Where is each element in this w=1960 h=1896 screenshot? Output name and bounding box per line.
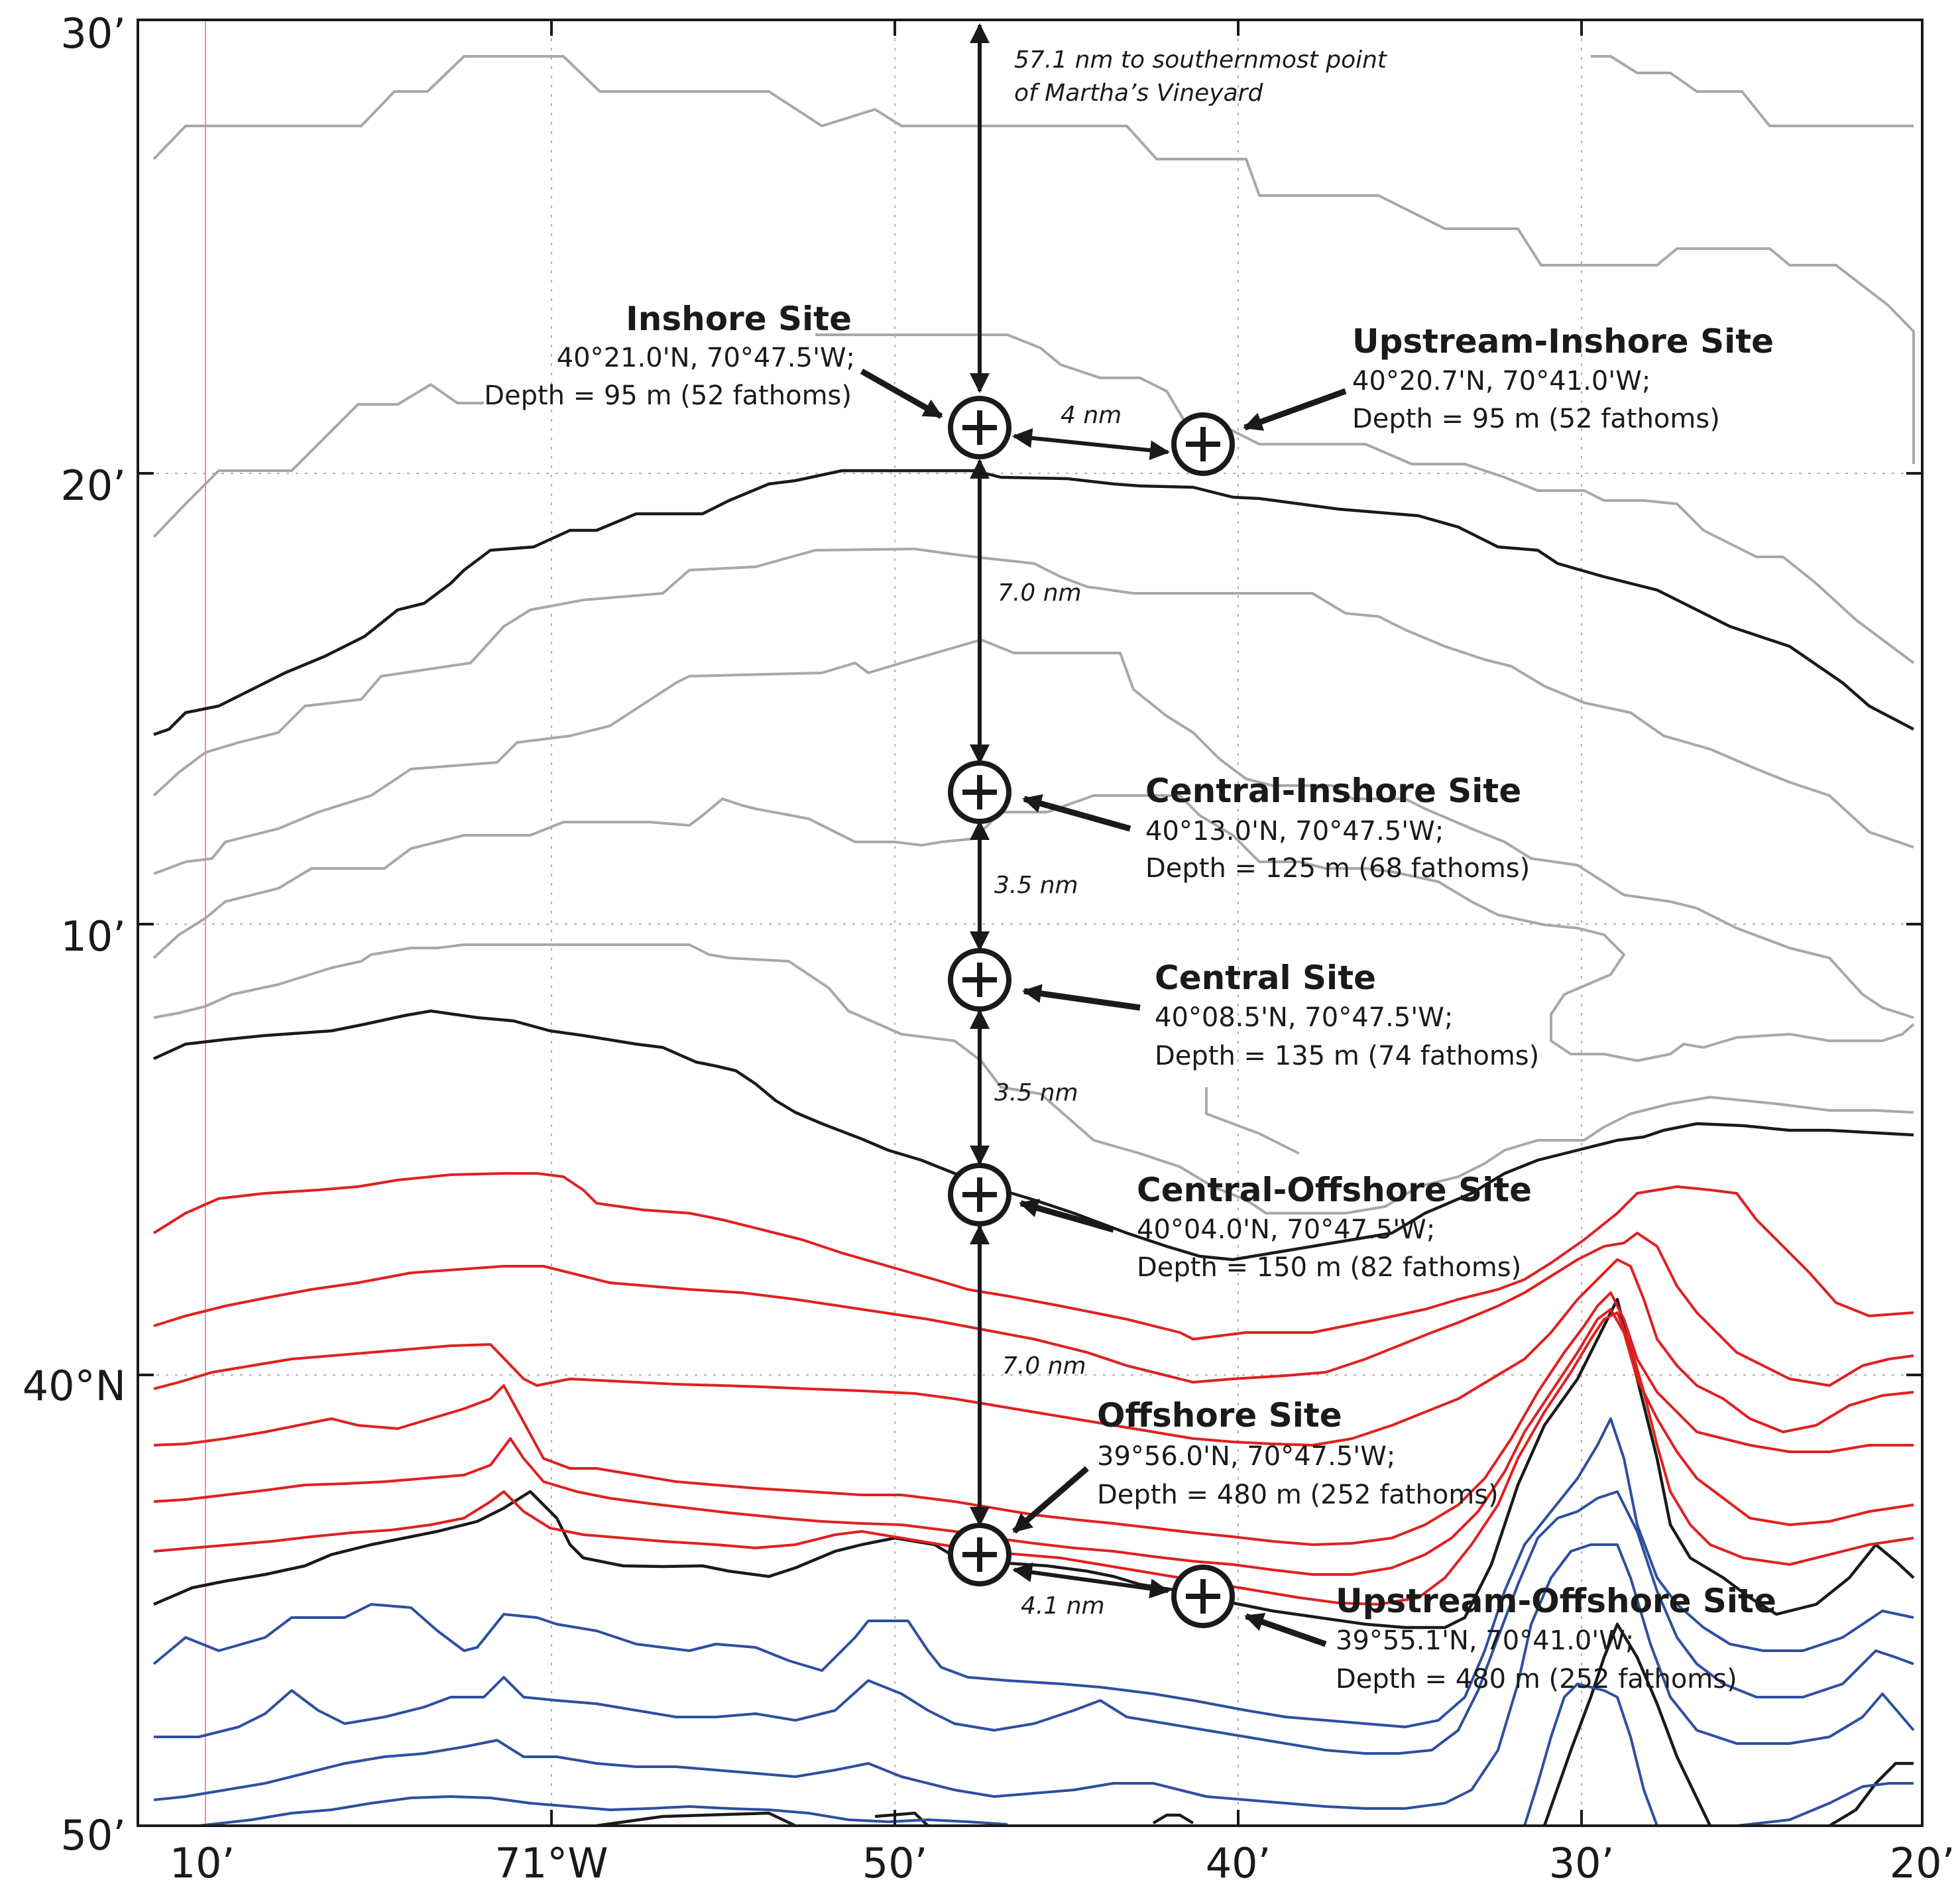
site-coords: 40°04.0'N, 70°47.5'W; <box>1137 1215 1435 1245</box>
site-name: Central-Offshore Site <box>1137 1171 1532 1209</box>
central-inshore-site-label: Central-Inshore Site 40°13.0'N, 70°47.5'… <box>1145 772 1530 884</box>
x-tick-label: 71°W <box>494 1839 608 1887</box>
distance-label-central-inshore-central: 3.5 nm <box>994 872 1078 899</box>
inshore-site-label: Inshore Site 40°21.0'N, 70°47.5'W; Depth… <box>484 300 855 411</box>
distance-arrows <box>970 23 1170 1599</box>
inshore-site-marker <box>948 396 1011 459</box>
upstream-offshore-site-marker <box>1171 1565 1235 1628</box>
offshore-site-label: Offshore Site 39°56.0'N, 70°47.5'W; Dept… <box>1097 1396 1499 1510</box>
arrow-inshore-pair <box>1012 428 1170 461</box>
site-coords: 40°21.0'N, 70°47.5'W; <box>557 343 855 373</box>
pointer-central-offshore <box>1019 1199 1115 1233</box>
pointer-upstream-inshore <box>1243 388 1347 431</box>
site-depth: Depth = 135 m (74 fathoms) <box>1155 1041 1539 1071</box>
distance-label-central-offshore-offshore: 7.0 nm <box>1002 1352 1086 1380</box>
site-name: Upstream-Inshore Site <box>1352 322 1774 361</box>
site-coords: 39°55.1'N, 70°41.0'W; <box>1336 1626 1634 1656</box>
frame-ticks <box>138 20 1922 1826</box>
site-name: Upstream-Offshore Site <box>1336 1582 1776 1620</box>
site-coords: 40°20.7'N, 70°41.0'W; <box>1352 366 1650 396</box>
site-depth: Depth = 95 m (52 fathoms) <box>1352 404 1720 434</box>
site-depth: Depth = 480 m (252 fathoms) <box>1097 1480 1499 1510</box>
x-tick-label: 40’ <box>1206 1839 1271 1887</box>
distance-label-inshore-pair: 4 nm <box>1061 402 1122 429</box>
site-name: Offshore Site <box>1097 1396 1342 1435</box>
x-tick-label: 30’ <box>1549 1839 1615 1887</box>
gray-contours <box>152 55 1915 1215</box>
y-tick-label: 20’ <box>60 461 126 510</box>
site-name: Central-Inshore Site <box>1145 772 1521 810</box>
central-inshore-site-marker <box>948 760 1011 824</box>
site-depth: Depth = 95 m (52 fathoms) <box>484 381 852 411</box>
y-tick-label: 50’ <box>60 1811 126 1860</box>
pointer-central-inshore <box>1022 794 1131 832</box>
central-site-marker <box>948 948 1011 1012</box>
central-offshore-site-label: Central-Offshore Site 40°04.0'N, 70°47.5… <box>1137 1171 1532 1283</box>
y-tick-label: 30’ <box>60 9 126 58</box>
top-note-line-2: of Martha’s Vineyard <box>1014 80 1263 107</box>
upstream-inshore-site-label: Upstream-Inshore Site 40°20.7'N, 70°41.0… <box>1352 322 1774 434</box>
site-depth: Depth = 150 m (82 fathoms) <box>1137 1252 1521 1283</box>
site-depth: Depth = 480 m (252 fathoms) <box>1336 1664 1737 1694</box>
pointer-offshore <box>1012 1466 1089 1534</box>
site-name: Inshore Site <box>626 300 852 338</box>
pointer-arrows <box>860 369 1347 1647</box>
upstream-inshore-site-marker <box>1171 412 1235 476</box>
site-coords: 40°08.5'N, 70°47.5'W; <box>1155 1002 1453 1033</box>
central-offshore-site-marker <box>948 1163 1011 1226</box>
distance-label-offshore-pair: 4.1 nm <box>1021 1592 1105 1620</box>
site-markers <box>948 396 1235 1628</box>
site-coords: 40°13.0'N, 70°47.5'W; <box>1145 816 1444 847</box>
upstream-offshore-site-label: Upstream-Offshore Site 39°55.1'N, 70°41.… <box>1336 1582 1776 1694</box>
site-depth: Depth = 125 m (68 fathoms) <box>1145 853 1530 884</box>
top-note-line-1: 57.1 nm to southernmost point <box>1014 46 1388 74</box>
arrow-offshore-pair <box>1012 1562 1170 1599</box>
x-tick-label: 50’ <box>862 1839 928 1887</box>
pointer-central <box>1022 984 1141 1011</box>
y-tick-label: 10’ <box>60 912 126 961</box>
x-tick-label: 20’ <box>1890 1839 1955 1887</box>
central-site-label: Central Site 40°08.5'N, 70°47.5'W; Depth… <box>1155 959 1539 1071</box>
site-coords: 39°56.0'N, 70°47.5'W; <box>1097 1441 1395 1472</box>
blue-contours <box>152 1417 1915 1827</box>
site-name: Central Site <box>1155 959 1376 997</box>
x-tick-label: 10’ <box>170 1839 235 1887</box>
distance-label-central-central-offshore: 3.5 nm <box>994 1079 1078 1106</box>
offshore-site-marker <box>948 1523 1011 1586</box>
pointer-inshore <box>860 369 943 419</box>
distance-label-inshore-central-inshore: 7.0 nm <box>998 579 1082 607</box>
pointer-upstream-offshore <box>1244 1612 1327 1647</box>
y-tick-label: 40°N <box>23 1362 126 1410</box>
